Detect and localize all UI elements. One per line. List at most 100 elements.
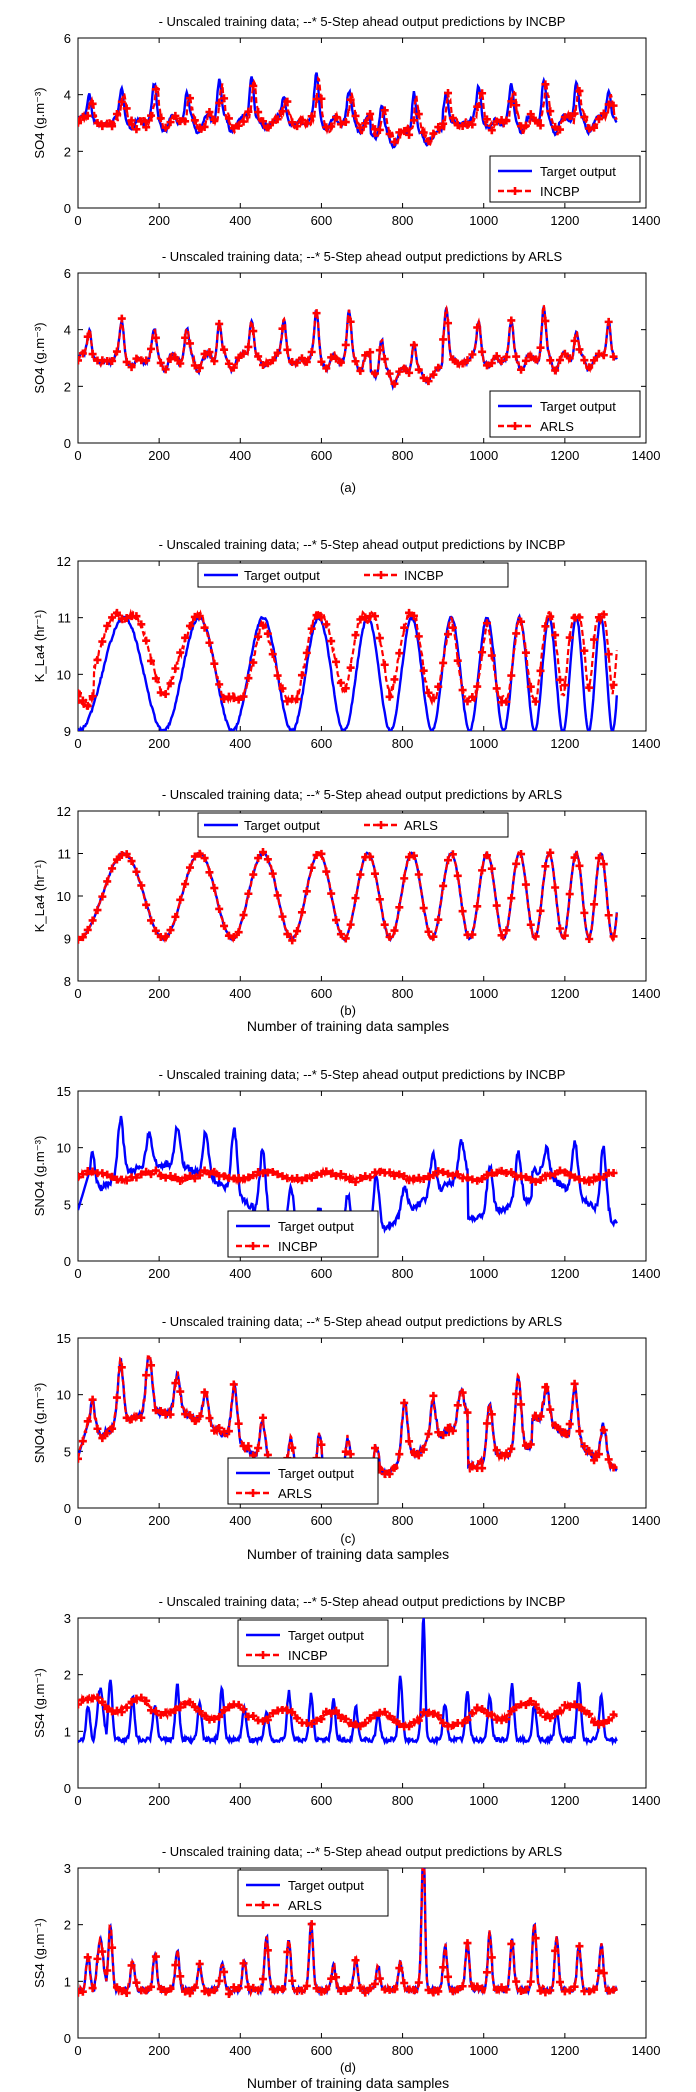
prediction-marker <box>551 1710 560 1719</box>
prediction-marker <box>395 1450 404 1459</box>
prediction-marker <box>210 357 219 366</box>
prediction-marker <box>366 1173 375 1182</box>
prediction-marker <box>249 1711 258 1720</box>
prediction-marker <box>590 900 599 909</box>
prediction-marker <box>351 1956 360 1965</box>
caption-b: (b) <box>340 1003 356 1018</box>
prediction-marker <box>468 930 477 939</box>
prediction-marker <box>117 1363 126 1372</box>
prediction-marker <box>434 1428 443 1437</box>
prediction-marker <box>112 1393 121 1402</box>
prediction-marker <box>156 688 165 697</box>
prediction-marker <box>473 902 482 911</box>
x-tick-label: 400 <box>229 1793 251 1808</box>
x-tick-label: 200 <box>148 1793 170 1808</box>
prediction-marker <box>181 1700 190 1709</box>
prediction-marker <box>482 1709 491 1718</box>
y-tick-label: 4 <box>64 323 71 338</box>
prediction-marker <box>594 613 603 622</box>
prediction-marker <box>161 932 170 941</box>
prediction-marker <box>88 99 97 108</box>
prediction-marker <box>482 1419 491 1428</box>
prediction-marker <box>351 111 360 120</box>
prediction-marker <box>546 107 555 116</box>
legend: Target output ARLS <box>197 812 509 838</box>
prediction-marker <box>512 101 521 110</box>
prediction-marker <box>239 911 248 920</box>
x-tick-label: 1000 <box>469 736 498 751</box>
prediction-marker <box>575 345 584 354</box>
prediction-marker <box>473 1982 482 1991</box>
prediction-marker <box>234 1419 243 1428</box>
prediction-marker <box>395 903 404 912</box>
chart-title: - Unscaled training data; --* 5-Step ahe… <box>162 249 563 264</box>
prediction-marker <box>380 355 389 364</box>
prediction-marker <box>103 1966 112 1975</box>
prediction-marker <box>332 113 341 122</box>
prediction-marker <box>307 863 316 872</box>
prediction-marker <box>497 356 506 365</box>
legend-label: ARLS <box>278 1486 312 1501</box>
prediction-marker <box>190 1416 199 1425</box>
y-tick-label: 6 <box>64 266 71 281</box>
prediction-marker <box>224 1427 233 1436</box>
prediction-marker <box>127 116 136 125</box>
prediction-marker <box>244 889 253 898</box>
prediction-marker <box>458 1719 467 1728</box>
prediction-marker <box>526 110 535 119</box>
legend-label: ARLS <box>540 419 574 434</box>
prediction-marker <box>195 1412 204 1421</box>
prediction-marker <box>385 129 394 138</box>
prediction-marker <box>341 1173 350 1182</box>
prediction-marker <box>604 1716 613 1725</box>
prediction-marker <box>439 658 448 667</box>
prediction-marker <box>531 1177 540 1186</box>
x-tick-label: 400 <box>229 448 251 463</box>
prediction-marker <box>254 632 263 641</box>
prediction-marker <box>78 1700 82 1709</box>
prediction-marker <box>482 851 491 860</box>
prediction-marker <box>555 924 564 933</box>
prediction-marker <box>463 697 472 706</box>
prediction-marker <box>375 1974 384 1983</box>
x-tick-label: 1000 <box>469 1793 498 1808</box>
prediction-marker <box>176 359 185 368</box>
prediction-marker <box>127 363 136 372</box>
prediction-marker <box>370 612 379 621</box>
prediction-marker <box>200 122 209 131</box>
prediction-marker <box>453 1985 462 1994</box>
y-tick-label: 0 <box>64 2031 71 2046</box>
prediction-marker <box>536 1176 545 1185</box>
prediction-marker <box>112 608 121 617</box>
prediction-marker <box>98 1169 107 1178</box>
prediction-marker <box>395 649 404 658</box>
x-tick-label: 0 <box>74 448 81 463</box>
x-tick-label: 600 <box>311 448 333 463</box>
prediction-marker <box>517 617 526 626</box>
prediction-marker <box>444 856 453 865</box>
prediction-marker <box>302 648 311 657</box>
prediction-marker <box>473 323 482 332</box>
prediction-marker <box>215 98 224 107</box>
x-tick-label: 1200 <box>550 1793 579 1808</box>
prediction-marker <box>210 1426 219 1435</box>
prediction-marker <box>414 1978 423 1987</box>
prediction-marker <box>366 109 375 118</box>
prediction-marker <box>414 632 423 641</box>
prediction-marker <box>434 682 443 691</box>
x-tick-label: 800 <box>392 213 414 228</box>
prediction-marker <box>239 692 248 701</box>
prediction-marker <box>156 1710 165 1719</box>
prediction-marker <box>293 927 302 936</box>
prediction-marker <box>473 1176 482 1185</box>
prediction-marker <box>103 1429 112 1438</box>
prediction-marker <box>531 1700 540 1709</box>
legend-marker <box>259 1901 267 1909</box>
prediction-marker <box>224 931 233 940</box>
prediction-marker <box>453 1170 462 1179</box>
prediction-marker <box>151 1166 160 1175</box>
y-tick-label: 11 <box>58 611 72 626</box>
prediction-marker <box>400 623 409 632</box>
chart-title: - Unscaled training data; --* 5-Step ahe… <box>159 1067 566 1082</box>
prediction-marker <box>166 679 175 688</box>
